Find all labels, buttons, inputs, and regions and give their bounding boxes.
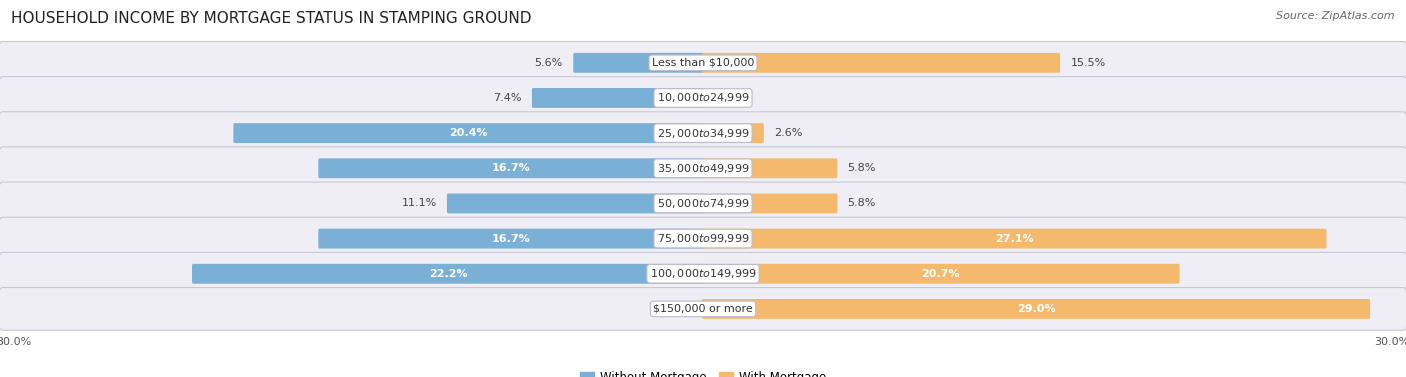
- Text: 16.7%: 16.7%: [492, 234, 530, 244]
- FancyBboxPatch shape: [702, 53, 1060, 73]
- Text: 0.0%: 0.0%: [665, 304, 693, 314]
- Text: Less than $10,000: Less than $10,000: [652, 58, 754, 68]
- FancyBboxPatch shape: [531, 88, 704, 108]
- Text: 2.6%: 2.6%: [775, 128, 803, 138]
- FancyBboxPatch shape: [0, 41, 1406, 84]
- Text: HOUSEHOLD INCOME BY MORTGAGE STATUS IN STAMPING GROUND: HOUSEHOLD INCOME BY MORTGAGE STATUS IN S…: [11, 11, 531, 26]
- Text: $50,000 to $74,999: $50,000 to $74,999: [657, 197, 749, 210]
- FancyBboxPatch shape: [318, 158, 704, 178]
- FancyBboxPatch shape: [702, 193, 838, 213]
- FancyBboxPatch shape: [0, 217, 1406, 260]
- Text: $10,000 to $24,999: $10,000 to $24,999: [657, 92, 749, 104]
- FancyBboxPatch shape: [318, 229, 704, 248]
- Text: 16.7%: 16.7%: [492, 163, 530, 173]
- Legend: Without Mortgage, With Mortgage: Without Mortgage, With Mortgage: [575, 366, 831, 377]
- Text: 22.2%: 22.2%: [429, 269, 467, 279]
- Text: 5.8%: 5.8%: [848, 163, 876, 173]
- FancyBboxPatch shape: [447, 193, 704, 213]
- FancyBboxPatch shape: [0, 182, 1406, 225]
- FancyBboxPatch shape: [702, 123, 763, 143]
- FancyBboxPatch shape: [0, 253, 1406, 295]
- Text: 20.7%: 20.7%: [921, 269, 960, 279]
- Text: 15.5%: 15.5%: [1070, 58, 1105, 68]
- FancyBboxPatch shape: [702, 229, 1326, 248]
- Text: $25,000 to $34,999: $25,000 to $34,999: [657, 127, 749, 139]
- FancyBboxPatch shape: [574, 53, 704, 73]
- Text: 20.4%: 20.4%: [450, 128, 488, 138]
- Text: 11.1%: 11.1%: [401, 198, 437, 208]
- FancyBboxPatch shape: [702, 158, 838, 178]
- Text: 5.8%: 5.8%: [848, 198, 876, 208]
- FancyBboxPatch shape: [233, 123, 704, 143]
- FancyBboxPatch shape: [0, 77, 1406, 119]
- Text: $150,000 or more: $150,000 or more: [654, 304, 752, 314]
- FancyBboxPatch shape: [0, 288, 1406, 330]
- Text: 5.6%: 5.6%: [534, 58, 562, 68]
- FancyBboxPatch shape: [193, 264, 704, 284]
- Text: 27.1%: 27.1%: [995, 234, 1033, 244]
- Text: 29.0%: 29.0%: [1017, 304, 1056, 314]
- Text: $35,000 to $49,999: $35,000 to $49,999: [657, 162, 749, 175]
- Text: $100,000 to $149,999: $100,000 to $149,999: [650, 267, 756, 280]
- FancyBboxPatch shape: [702, 299, 1369, 319]
- Text: 7.4%: 7.4%: [494, 93, 522, 103]
- FancyBboxPatch shape: [0, 147, 1406, 190]
- FancyBboxPatch shape: [0, 112, 1406, 155]
- Text: Source: ZipAtlas.com: Source: ZipAtlas.com: [1277, 11, 1395, 21]
- FancyBboxPatch shape: [702, 264, 1180, 284]
- Text: 0.0%: 0.0%: [713, 93, 741, 103]
- Text: $75,000 to $99,999: $75,000 to $99,999: [657, 232, 749, 245]
